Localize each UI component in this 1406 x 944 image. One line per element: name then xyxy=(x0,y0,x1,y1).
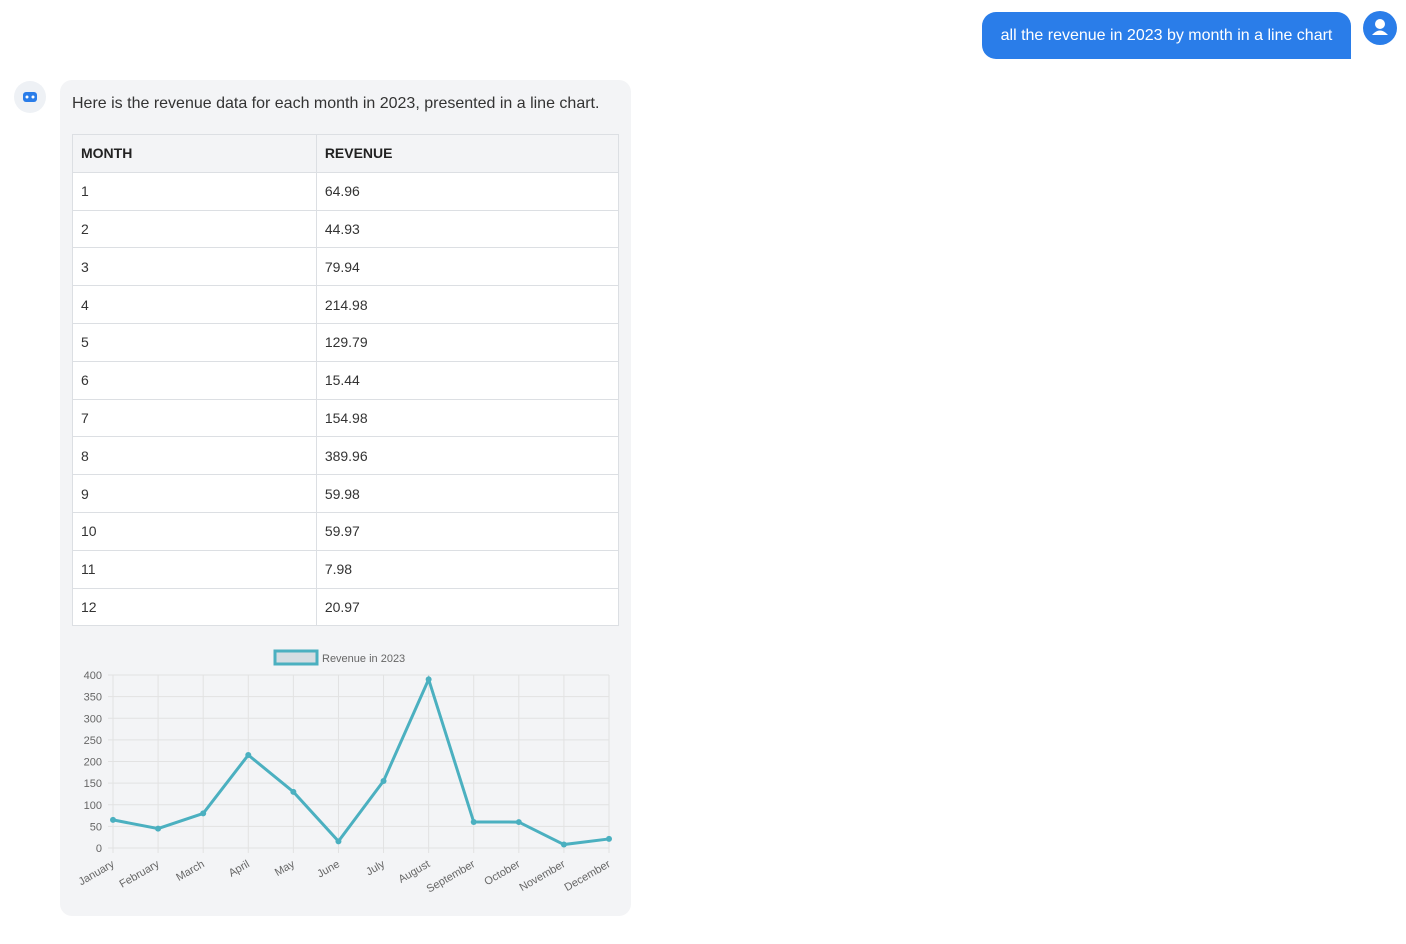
point xyxy=(470,819,477,826)
table-cell: 44.93 xyxy=(315,209,620,249)
x-tick-label: May xyxy=(273,858,297,879)
table-row: 9 59.98 xyxy=(72,474,620,513)
x-tick-label: September xyxy=(425,858,478,895)
table-cell: 214.98 xyxy=(315,285,620,324)
table-header: REVENUE xyxy=(315,134,620,173)
table-cell: 6 xyxy=(72,360,317,400)
x-tick-label: June xyxy=(315,858,342,880)
chart: 0 50 100 150 200 250 300 350 400 January February M… xyxy=(77,649,613,896)
y-tick-label: 50 xyxy=(90,821,102,833)
x-tick-label: August xyxy=(396,858,432,886)
table-cell: 9 xyxy=(72,474,317,513)
table-row: 6 15.44 xyxy=(72,360,620,400)
table-cell: 10 xyxy=(72,511,317,551)
x-tick-label: December xyxy=(563,858,613,894)
table-cell: 1 xyxy=(72,171,317,211)
table-cell: 4 xyxy=(72,285,317,324)
x-tick-label: January xyxy=(77,858,117,888)
point xyxy=(606,835,612,842)
table-cell: 154.98 xyxy=(315,398,620,438)
y-tick-label: 0 xyxy=(96,843,102,855)
line xyxy=(112,675,610,847)
table-row: 8 389.96 xyxy=(72,436,620,476)
y-tick-label: 200 xyxy=(84,757,102,769)
table-row: 5 129.79 xyxy=(72,322,620,362)
table-row: 10 59.97 xyxy=(72,511,620,551)
bot-message: Here is the revenue data for each month … xyxy=(72,95,600,112)
table-cell: 3 xyxy=(72,247,317,287)
x-tick-label: July xyxy=(364,858,387,878)
table-cell: 59.97 xyxy=(315,511,620,551)
x-tick-label: November xyxy=(517,858,567,894)
y-tick-label: 250 xyxy=(84,735,102,747)
table-row: 2 44.93 xyxy=(72,209,620,249)
point xyxy=(560,841,567,848)
revenue-table: MONTH REVENUE 1 64.96 2 44.93 3 79.94 4 214.98 5 12… xyxy=(72,134,620,627)
point xyxy=(290,788,297,795)
point xyxy=(245,752,252,759)
user-avatar[interactable] xyxy=(1363,11,1397,45)
table-header: MONTH xyxy=(72,134,317,173)
y-tick-label: 100 xyxy=(84,800,102,812)
table-cell: 5 xyxy=(72,322,317,362)
y-tick-label: 300 xyxy=(84,713,102,725)
y-tick-label: 150 xyxy=(84,778,102,790)
table-cell: 7.98 xyxy=(315,549,620,589)
table-cell: 8 xyxy=(72,436,317,476)
x-tick-label: April xyxy=(227,858,252,879)
user-message: all the revenue in 2023 by month in a li… xyxy=(982,12,1351,59)
point xyxy=(425,676,432,683)
y-tick-label: 400 xyxy=(84,670,102,682)
y-tick-label: 350 xyxy=(84,692,102,704)
table-cell: 11 xyxy=(72,549,317,589)
table-row: 11 7.98 xyxy=(72,549,620,589)
table-cell: 64.96 xyxy=(315,171,620,211)
bot-avatar xyxy=(14,81,46,113)
table-cell: 15.44 xyxy=(315,360,620,400)
table-row: 1 64.96 xyxy=(72,171,620,211)
point xyxy=(380,777,387,784)
table-cell: 79.94 xyxy=(315,247,620,287)
table-cell: 7 xyxy=(72,398,317,438)
table-cell: 389.96 xyxy=(315,436,620,476)
legend-label: Revenue in 2023 xyxy=(322,653,405,665)
table-row: 4 214.98 xyxy=(72,285,620,324)
point xyxy=(110,816,116,823)
table-row: 3 79.94 xyxy=(72,247,620,287)
point xyxy=(200,810,207,817)
table-cell: 59.98 xyxy=(315,474,620,513)
point xyxy=(335,838,342,845)
table-cell: 129.79 xyxy=(315,322,620,362)
table-cell: 20.97 xyxy=(315,587,620,627)
x-tick-label: February xyxy=(117,858,162,891)
table-cell: 2 xyxy=(72,209,317,249)
table-row: 7 154.98 xyxy=(72,398,620,438)
point xyxy=(515,819,522,826)
x-tick-label: March xyxy=(174,858,206,884)
table-cell: 12 xyxy=(72,587,317,627)
table-row: 12 20.97 xyxy=(72,587,620,627)
legend-swatch xyxy=(273,649,319,666)
point xyxy=(155,825,162,832)
